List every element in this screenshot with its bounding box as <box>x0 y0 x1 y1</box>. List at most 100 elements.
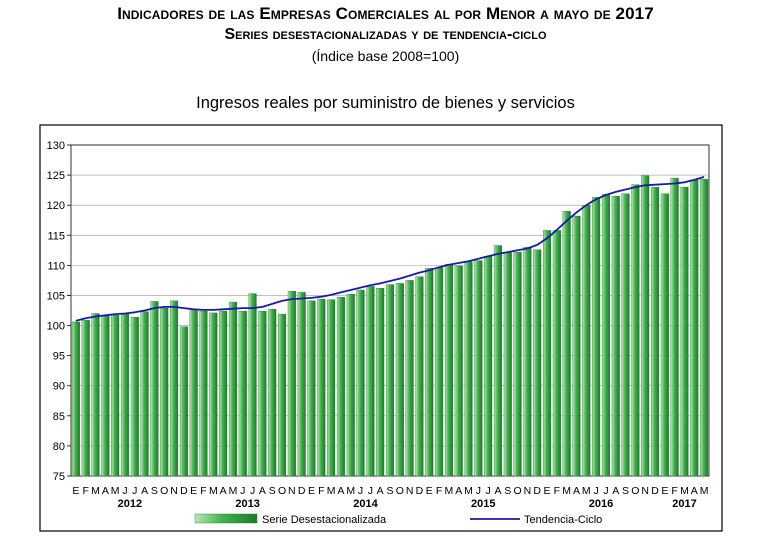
x-tick-label: M <box>680 485 689 497</box>
bar <box>297 292 306 477</box>
legend-bar-swatch <box>194 513 258 524</box>
x-tick-label: F <box>436 485 442 497</box>
bar <box>219 310 228 477</box>
bar <box>140 311 149 477</box>
bar <box>376 288 385 477</box>
bar <box>238 310 247 477</box>
y-tick-label: 130 <box>47 140 65 152</box>
x-tick-label: F <box>200 485 206 497</box>
bar <box>690 179 699 477</box>
bar <box>71 321 80 477</box>
legend-line-label: Tendencia-Ciclo <box>524 514 602 526</box>
x-tick-label: M <box>111 485 120 497</box>
x-tick-label: N <box>524 485 532 497</box>
x-tick-label: M <box>464 485 473 497</box>
year-label: 2016 <box>589 498 613 510</box>
bar <box>621 193 630 477</box>
bar <box>484 256 493 477</box>
bar <box>523 247 532 477</box>
x-tick-label: S <box>504 485 511 497</box>
x-tick-label: J <box>240 485 245 497</box>
bar <box>474 260 483 477</box>
bar <box>415 276 424 477</box>
bar <box>405 280 414 477</box>
bar <box>170 300 179 477</box>
bar <box>111 315 120 477</box>
bar <box>631 184 640 477</box>
x-tick-label: F <box>671 485 677 497</box>
bar <box>120 313 130 477</box>
year-label: 2015 <box>471 498 495 510</box>
x-tick-label: O <box>631 485 639 497</box>
x-tick-label: J <box>368 485 373 497</box>
bar <box>385 284 395 477</box>
x-tick-label: M <box>209 485 218 497</box>
x-tick-label: E <box>308 485 315 497</box>
y-axis: 75 80 85 90 95 100 105 110 115 120 125 130 <box>47 140 71 483</box>
bar <box>641 175 650 477</box>
x-tick-label: J <box>593 485 598 497</box>
bar <box>533 249 542 477</box>
x-tick-label: A <box>220 485 227 497</box>
x-tick-label: J <box>476 485 481 497</box>
x-tick-label: S <box>269 485 276 497</box>
x-tick-label: F <box>318 485 324 497</box>
bar <box>209 312 218 477</box>
x-tick-label: N <box>641 485 649 497</box>
y-tick-label: 75 <box>53 471 65 483</box>
bar <box>572 215 581 477</box>
bar-series <box>71 175 709 477</box>
bar <box>81 319 90 477</box>
bar <box>670 177 679 477</box>
bar <box>317 298 326 477</box>
bar <box>366 286 375 477</box>
x-tick-label: A <box>259 485 266 497</box>
x-tick-label: A <box>612 485 619 497</box>
x-tick-label: J <box>250 485 255 497</box>
bar <box>444 263 453 477</box>
bar <box>611 195 620 477</box>
x-tick-label: O <box>514 485 522 497</box>
year-label: 2012 <box>118 498 142 510</box>
y-tick-label: 110 <box>47 260 65 272</box>
bar <box>160 307 169 477</box>
legend-bar-label: Serie Desestacionalizada <box>262 514 387 526</box>
chart-title: Ingresos reales por suministro de bienes… <box>196 94 575 112</box>
report-title: Indicadores de las Empresas Comerciales … <box>117 4 654 23</box>
y-tick-label: 120 <box>47 200 65 212</box>
bar <box>700 179 709 477</box>
bar <box>464 261 473 477</box>
x-tick-label: O <box>160 485 168 497</box>
x-tick-label: A <box>337 485 344 497</box>
x-tick-label: S <box>151 485 158 497</box>
x-tick-label: O <box>278 485 286 497</box>
bar <box>425 268 434 477</box>
y-tick-label: 90 <box>53 381 65 393</box>
bar <box>199 310 208 477</box>
year-label: 2014 <box>353 498 378 510</box>
x-tick-label: J <box>603 485 608 497</box>
bar <box>395 283 404 477</box>
x-tick-label: S <box>622 485 629 497</box>
x-tick-label: D <box>533 485 541 497</box>
bar <box>336 297 345 477</box>
x-tick-label: A <box>691 485 698 497</box>
bar <box>601 194 610 477</box>
year-label: 2017 <box>672 498 696 510</box>
x-tick-label: D <box>416 485 424 497</box>
x-tick-label: D <box>651 485 659 497</box>
x-tick-label: N <box>288 485 296 497</box>
bar <box>493 245 502 477</box>
bar <box>346 294 355 477</box>
report-subtitle: Series desestacionalizadas y de tendenci… <box>224 26 547 43</box>
x-tick-label: E <box>661 485 668 497</box>
bar <box>258 310 267 477</box>
bar <box>91 313 100 477</box>
x-tick-label: M <box>582 485 591 497</box>
x-tick-label: M <box>229 485 238 497</box>
trend-series <box>75 176 705 322</box>
x-tick-label: N <box>406 485 414 497</box>
y-tick-label: 80 <box>53 441 65 453</box>
bar <box>228 301 237 477</box>
x-tick-label: M <box>445 485 454 497</box>
